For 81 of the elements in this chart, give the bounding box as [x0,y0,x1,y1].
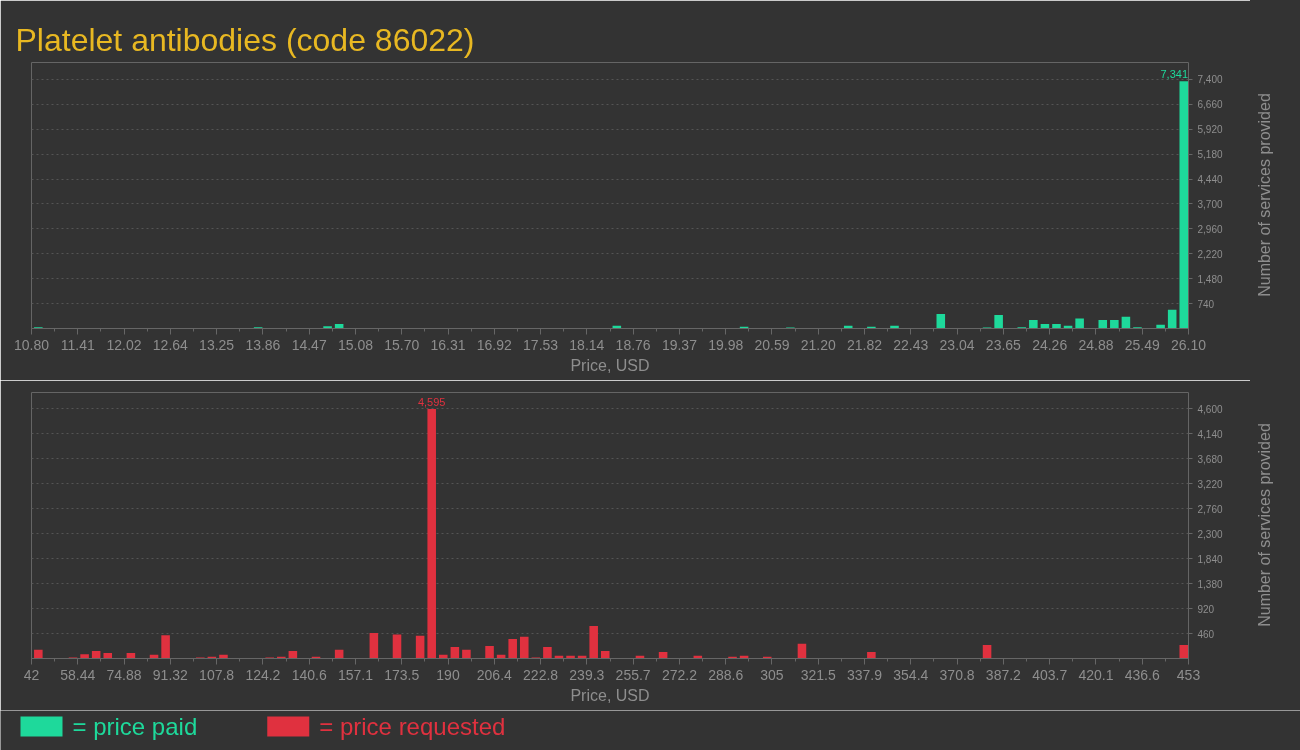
y-tick-label: 920 [1197,603,1215,615]
x-tick-label: 107.8 [199,666,235,683]
y-axis-title: Number of services provided [1254,423,1274,627]
data-label: 7,341 [1160,68,1189,81]
x-tick-label: 12.02 [106,336,142,353]
y-tick-label: 2,220 [1197,248,1223,260]
y-tick-label: 2,300 [1197,528,1223,540]
x-tick-label: 11.41 [60,336,95,353]
x-tick-label: 74.88 [106,666,142,683]
y-tick-label: 5,180 [1197,149,1223,161]
x-axis-title: Price, USD [570,686,650,704]
chart-title: Platelet antibodies (code 86022) [15,21,475,58]
x-tick-label: 436.6 [1124,666,1160,683]
y-tick-label: 3,700 [1197,198,1223,210]
x-tick-label: 337.9 [847,666,883,683]
x-tick-label: 15.08 [337,336,374,353]
x-tick-label: 24.88 [1078,336,1114,353]
x-tick-label: 23.04 [939,336,975,353]
y-tick-label: 4,440 [1197,174,1223,185]
x-tick-label: 10.80 [13,336,50,353]
x-axis-title: Price, USD [570,356,650,374]
x-tick-label: 420.1 [1078,666,1114,683]
x-tick-label: 124.2 [245,666,281,683]
x-tick-label: 91.32 [152,666,189,683]
y-tick-label: 7,400 [1197,74,1223,86]
y-tick-label: 2,960 [1197,223,1223,235]
x-tick-label: 18.14 [569,336,605,353]
y-tick-label: 6,660 [1197,99,1223,111]
x-tick-label: 42 [23,666,40,683]
x-tick-label: 13.25 [199,336,235,353]
y-tick-label: 460 [1197,628,1215,640]
x-tick-label: 58.44 [60,666,96,683]
x-tick-label: 14.47 [291,336,327,353]
x-tick-label: 16.92 [476,336,513,353]
x-tick-label: 354.4 [893,666,929,683]
x-tick-label: 25.49 [1124,336,1160,353]
x-tick-label: 206.4 [476,666,513,683]
x-tick-label: 157.1 [337,666,374,683]
x-tick-label: 239.3 [569,666,605,683]
x-tick-label: 190 [436,666,460,683]
x-tick-label: 403.7 [1032,666,1068,683]
x-tick-label: 21.82 [847,336,883,353]
x-tick-label: 22.43 [893,336,929,353]
x-tick-label: 12.64 [152,336,189,353]
legend-label: = price paid [72,713,198,740]
x-tick-label: 18.76 [615,336,651,353]
y-tick-label: 4,600 [1197,403,1223,415]
y-tick-label: 740 [1197,298,1215,310]
x-tick-label: 305 [760,666,784,683]
x-tick-label: 19.37 [661,336,698,353]
y-tick-label: 3,680 [1197,453,1223,465]
x-tick-label: 21.20 [800,336,836,353]
x-tick-label: 272.2 [661,666,698,683]
x-tick-label: 288.6 [708,666,744,683]
x-tick-label: 140.6 [291,666,327,683]
x-tick-label: 321.5 [800,666,836,683]
y-tick-label: 1,480 [1197,273,1223,285]
x-tick-label: 370.8 [939,666,975,683]
y-axis-title: Number of services provided [1254,93,1274,297]
y-tick-label: 2,760 [1197,503,1223,515]
x-tick-label: 173.5 [384,666,420,683]
x-tick-label: 453 [1176,666,1201,683]
x-tick-label: 17.53 [523,336,559,353]
x-tick-label: 19.98 [708,336,744,353]
x-tick-label: 15.70 [384,336,420,353]
data-label: 4,595 [417,396,446,409]
x-tick-label: 16.31 [430,336,466,353]
y-tick-label: 1,380 [1197,578,1223,590]
x-tick-label: 387.2 [985,666,1022,683]
y-tick-label: 4,140 [1197,428,1223,440]
y-tick-label: 5,920 [1197,124,1223,136]
x-tick-label: 20.59 [754,336,790,353]
x-tick-label: 23.65 [985,336,1022,353]
x-tick-label: 24.26 [1032,336,1068,353]
y-tick-label: 3,220 [1197,478,1223,490]
x-tick-label: 255.7 [615,666,651,683]
x-tick-label: 26.10 [1170,336,1207,353]
legend-label: = price requested [319,713,506,740]
x-tick-label: 222.8 [523,666,559,683]
x-tick-label: 13.86 [245,336,281,353]
y-tick-label: 1,840 [1197,553,1223,565]
